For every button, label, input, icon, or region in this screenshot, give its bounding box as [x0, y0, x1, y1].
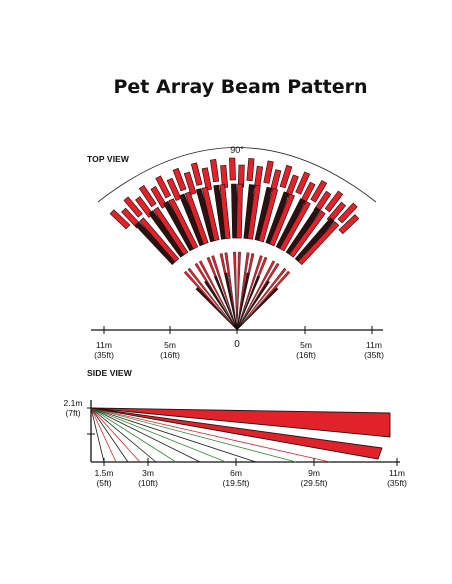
top-beam-mid-dark — [134, 221, 177, 266]
side-view-beam-rays — [90, 407, 331, 463]
top-beam-outer — [220, 164, 229, 189]
top-beam-outer — [201, 167, 213, 191]
top-view-diagram: 90° — [91, 145, 383, 334]
top-scale-label: 11m (35ft) — [94, 340, 114, 360]
side-view-diagram — [87, 400, 400, 466]
top-beam-mid-red — [184, 191, 209, 245]
page-title: Pet Array Beam Pattern — [113, 76, 368, 98]
top-beam-mid-red — [297, 221, 340, 266]
top-beam-outer — [209, 158, 220, 183]
top-beam-inner — [236, 267, 287, 331]
side-beam-ray — [90, 407, 117, 463]
top-beam-near — [224, 272, 238, 331]
coverage-arc — [97, 147, 377, 203]
side-beam-ray — [90, 407, 105, 463]
top-beam-outer — [279, 164, 293, 189]
top-beam-mid-dark — [179, 193, 205, 247]
top-beam-outer — [109, 209, 131, 230]
top-beam-near — [213, 275, 238, 331]
side-view-heading: SIDE VIEW — [87, 368, 132, 378]
top-beam-mid-red — [219, 184, 231, 240]
top-beam-outer — [246, 158, 255, 182]
side-beam-ray — [90, 407, 297, 463]
side-beam-ray — [90, 407, 177, 463]
top-beam-mid-dark — [265, 191, 290, 245]
top-beam-inner — [224, 252, 238, 331]
top-beam-inner — [236, 251, 241, 331]
top-beam-mid-dark — [163, 200, 195, 252]
top-scale-label: 5m (16ft) — [296, 340, 316, 360]
top-beam-outer — [155, 175, 172, 199]
top-beam-mid-red — [288, 210, 326, 258]
top-beam-outer — [166, 177, 182, 201]
side-beam-ray — [90, 407, 129, 463]
side-height-label: 2.1m (7ft) — [63, 398, 83, 418]
top-beam-outer — [310, 179, 328, 203]
top-beam-inner — [236, 252, 250, 331]
top-beam-near — [236, 280, 270, 331]
top-beam-mid-dark — [231, 183, 238, 239]
top-beam-inner — [198, 260, 238, 331]
top-beam-outer — [324, 190, 344, 213]
top-beam-inner — [233, 251, 238, 331]
top-beam-inner — [211, 255, 238, 331]
side-scale-label: 3m (10ft) — [138, 468, 158, 488]
top-beam-mid-red — [139, 217, 180, 263]
top-view-beam-fan — [109, 157, 360, 331]
top-beam-inner — [187, 267, 238, 331]
side-scale-label: 11m (35ft) — [387, 468, 407, 488]
side-scale-label: 6m (19.5ft) — [222, 468, 250, 488]
top-beam-mid-red — [236, 183, 243, 239]
top-beam-outer — [190, 162, 203, 186]
top-beam-outer — [172, 167, 187, 192]
top-scale-label: 5m (16ft) — [160, 340, 180, 360]
side-beam-ray — [90, 407, 227, 463]
top-beam-inner — [236, 255, 263, 331]
side-beam-long-upper — [90, 407, 391, 438]
top-beam-mid-dark — [275, 198, 306, 250]
side-scale-label: 9m (29.5ft) — [300, 468, 328, 488]
top-beam-mid-red — [153, 206, 189, 256]
top-beam-mid-dark — [213, 184, 227, 240]
top-beam-outer — [337, 202, 358, 224]
top-beam-mid-dark — [148, 210, 186, 258]
top-beam-outer — [229, 157, 236, 181]
side-beam-ray — [90, 407, 157, 463]
side-beam-ray — [90, 407, 331, 463]
side-beam-long-lower — [90, 407, 383, 460]
side-beam-ray — [90, 407, 141, 463]
top-beam-outer — [295, 171, 311, 195]
top-beam-mid-dark — [195, 188, 216, 243]
top-beam-mid-red — [168, 198, 199, 250]
top-view-heading: TOP VIEW — [87, 154, 130, 164]
top-beam-mid-red — [269, 193, 295, 247]
top-beam-inner — [236, 260, 276, 331]
top-beam-mid-red — [279, 200, 311, 252]
top-beam-outer — [263, 160, 274, 184]
top-beam-near — [195, 287, 238, 331]
top-scale-label-origin: 0 — [234, 339, 240, 350]
top-beam-mid-red — [247, 184, 261, 240]
top-beam-outer — [123, 196, 143, 218]
top-beam-mid-red — [258, 188, 279, 243]
top-beam-mid-dark — [254, 186, 273, 242]
top-beam-outer — [138, 184, 157, 208]
top-beam-outer — [183, 171, 197, 195]
top-beam-mid-dark — [243, 184, 255, 240]
top-beam-mid-dark — [294, 217, 335, 263]
top-beam-mid-dark — [285, 206, 321, 256]
side-scale-label: 1.5m (5ft) — [94, 468, 114, 488]
top-beam-near — [236, 272, 250, 331]
top-beam-mid-red — [201, 186, 220, 242]
top-scale-label: 11m (35ft) — [364, 340, 384, 360]
side-beam-ray — [90, 407, 201, 463]
top-beam-near — [204, 280, 238, 331]
top-beam-outer — [338, 214, 360, 235]
side-beam-ray — [90, 407, 257, 463]
coverage-angle-label: 90° — [230, 145, 244, 155]
top-beam-near — [236, 287, 279, 331]
top-beam-near — [236, 275, 261, 331]
